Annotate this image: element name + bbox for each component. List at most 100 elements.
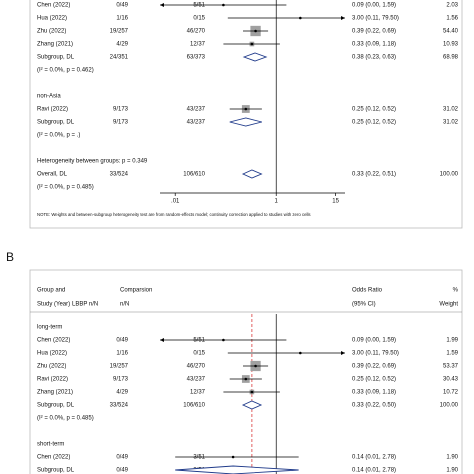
ci-label: 0.14 (0.01, 2.78)	[352, 468, 396, 474]
header: LBBP n/N	[72, 302, 98, 308]
study-label: Ravi (2022)	[37, 377, 68, 383]
weight-label: 10.93	[443, 42, 459, 48]
ci-arrow	[160, 338, 164, 342]
study-label: Subgroup, DL	[37, 403, 75, 409]
header: Group and	[37, 288, 65, 294]
comparison-count: 0/15	[193, 16, 205, 22]
weight-label: 68.98	[443, 55, 459, 61]
ci-label: 0.25 (0.12, 0.52)	[352, 377, 396, 383]
ci-label: 3.00 (0.11, 79.50)	[352, 16, 399, 22]
header: Study (Year)	[37, 302, 70, 308]
point-estimate	[254, 29, 257, 33]
comparison-count: 3/51	[193, 455, 205, 461]
ci-label: 0.38 (0.23, 0.63)	[352, 55, 396, 61]
comparison-count: 43/237	[187, 120, 206, 126]
group-label: long-term	[37, 325, 62, 331]
lbbp-count: 33/524	[110, 172, 129, 178]
ci-label: 0.09 (0.00, 1.59)	[352, 338, 396, 344]
panel-a-frame	[29, 0, 463, 229]
x-tick-label: .01	[171, 199, 180, 205]
pooled-diamond	[242, 52, 268, 62]
comparison-count: 0/15	[193, 351, 205, 357]
lbbp-count: 4/29	[116, 42, 128, 48]
weight-label: 1.90	[446, 468, 458, 474]
study-label: Subgroup, DL	[37, 468, 75, 474]
point-estimate	[299, 351, 302, 355]
lbbp-count: 0/49	[116, 468, 128, 474]
lbbp-count: 9/173	[113, 120, 129, 126]
pooled-diamond	[175, 465, 299, 474]
point-estimate	[244, 377, 248, 381]
study-label: Subgroup, DL	[37, 120, 75, 126]
pooled-diamond	[241, 169, 263, 179]
panel-label: B	[6, 250, 14, 264]
header: %	[453, 288, 459, 294]
comparison-count: 5/51	[193, 338, 205, 344]
comparison-count: 12/37	[190, 390, 206, 396]
weight-label: 1.56	[446, 16, 458, 22]
point-estimate	[250, 42, 254, 46]
comparison-count: 46/270	[187, 29, 206, 35]
ci-arrow	[341, 16, 345, 20]
weight-label: 31.02	[443, 107, 459, 113]
header: Weight	[439, 302, 458, 308]
ci-label: 0.25 (0.12, 0.52)	[352, 120, 396, 126]
row-note: (I² = 0.0%, p = 0.485)	[37, 185, 94, 191]
lbbp-count: 9/173	[113, 377, 129, 383]
ci-label: 3.00 (0.11, 79.50)	[352, 351, 399, 357]
weight-label: 30.43	[443, 377, 459, 383]
study-label: Hua (2022)	[37, 351, 67, 357]
lbbp-count: 0/49	[116, 455, 128, 461]
weight-label: 2.03	[446, 3, 458, 9]
comparison-count: 63/373	[187, 55, 206, 61]
ci-label: 0.39 (0.22, 0.69)	[352, 29, 396, 35]
study-label: Chen (2022)	[37, 3, 70, 9]
study-label: Subgroup, DL	[37, 55, 75, 61]
weight-label: 1.90	[446, 455, 458, 461]
point-estimate	[222, 3, 225, 7]
lbbp-count: 4/29	[116, 390, 128, 396]
ci-label: 0.09 (0.00, 1.59)	[352, 3, 396, 9]
footnote: NOTE: Weights and between-subgroup heter…	[37, 212, 311, 217]
comparison-count: 46/270	[187, 364, 206, 370]
pooled-diamond	[229, 117, 262, 127]
header: Comparsion	[120, 288, 152, 294]
ci-label: 0.33 (0.22, 0.51)	[352, 172, 396, 178]
study-label: Zhang (2021)	[37, 42, 73, 48]
header: (95% CI)	[352, 302, 376, 308]
weight-label: 10.72	[443, 390, 459, 396]
ci-label: 0.33 (0.09, 1.18)	[352, 42, 396, 48]
study-label: Zhu (2022)	[37, 364, 66, 370]
weight-label: 54.40	[443, 29, 459, 35]
lbbp-count: 1/16	[116, 351, 128, 357]
point-estimate	[231, 455, 235, 459]
weight-label: 100.00	[440, 403, 459, 409]
row-note: (I² = 0.0%, p = .)	[37, 133, 80, 139]
row-note: Heterogeneity between groups: p = 0.349	[37, 159, 148, 165]
row-note: (I² = 0.0%, p = 0.462)	[37, 68, 94, 74]
comparison-count: 43/237	[187, 107, 206, 113]
study-label: Zhu (2022)	[37, 29, 66, 35]
study-label: Chen (2022)	[37, 455, 70, 461]
study-label: Chen (2022)	[37, 338, 70, 344]
x-tick-label: 15	[332, 199, 339, 205]
study-label: Hua (2022)	[37, 16, 67, 22]
point-estimate	[254, 364, 257, 368]
header: n/N	[120, 302, 129, 308]
x-tick-label: 1	[275, 199, 279, 205]
comparison-count: 106/610	[183, 172, 205, 178]
weight-label: 53.37	[443, 364, 459, 370]
lbbp-count: 24/351	[110, 55, 129, 61]
group-label: short-term	[37, 442, 64, 448]
weight-label: 100.00	[440, 172, 459, 178]
comparison-count: 12/37	[190, 42, 206, 48]
point-estimate	[299, 16, 302, 20]
lbbp-count: 0/49	[116, 3, 128, 9]
group-label: non-Asia	[37, 94, 61, 100]
comparison-count: 5/51	[193, 3, 205, 9]
pooled-diamond	[241, 400, 263, 410]
panel-b-frame	[29, 269, 463, 474]
ci-label: 0.25 (0.12, 0.52)	[352, 107, 396, 113]
weight-label: 1.99	[446, 338, 458, 344]
